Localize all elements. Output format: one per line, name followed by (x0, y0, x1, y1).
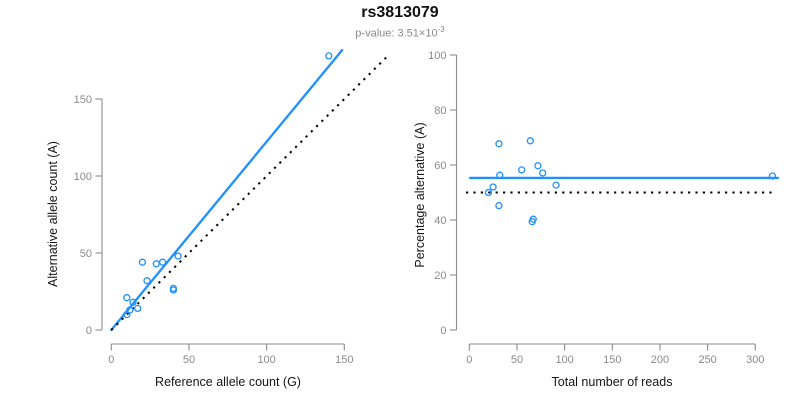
y-tick-label: 80 (434, 105, 446, 117)
y-tick-label: 40 (434, 215, 446, 227)
x-tick-label: 150 (335, 354, 353, 366)
y-tick-label: 100 (428, 50, 446, 62)
x-tick-label: 200 (651, 354, 669, 366)
left-x-axis-title: Reference allele count (G) (155, 375, 301, 389)
regression-line (110, 48, 344, 332)
data-point (495, 140, 503, 148)
left-y-axis-title: Alternative allele count (A) (46, 141, 60, 287)
data-point (129, 298, 137, 306)
p-value-exponent: -3 (437, 25, 445, 34)
right-plot-generated: 0 50 100 150 200 250 300 0 20 40 60 80 100 (428, 50, 780, 366)
y-tick-label: 0 (440, 325, 446, 337)
x-tick-label: 50 (511, 354, 523, 366)
right-y-axis-title: Percentage alternative (A) (413, 122, 427, 267)
y-tick-label: 50 (80, 248, 92, 260)
y-tick-label: 0 (86, 325, 92, 337)
right-plot-percentage-vs-reads: 0 50 100 150 200 250 300 0 20 40 60 80 100 Total num… (413, 50, 780, 389)
data-point (484, 188, 493, 197)
p-value-base: 3.51×10 (397, 27, 438, 40)
figure-title: rs3813079 (361, 4, 439, 21)
right-x-axis-title: Total number of reads (552, 375, 673, 389)
left-plot-allele-counts: 0 50 100 150 0 50 100 150 Reference allele coun… (46, 48, 388, 389)
data-point (534, 162, 542, 170)
data-point (768, 172, 777, 180)
data-point (518, 166, 526, 174)
y-tick-label: 60 (434, 160, 446, 172)
data-point (174, 252, 182, 260)
x-tick-label: 50 (183, 354, 195, 366)
x-tick-label: 0 (466, 354, 472, 366)
data-point (138, 258, 147, 266)
data-point (496, 171, 504, 179)
data-point (539, 169, 547, 177)
figure-subtitle: p-value: 3.51×10-3 (0, 25, 800, 40)
data-point (528, 218, 536, 226)
data-point (158, 258, 167, 266)
data-point (152, 260, 160, 268)
y-tick-label: 100 (74, 171, 92, 183)
data-point (552, 181, 560, 189)
data-point (526, 137, 534, 145)
y-tick-label: 150 (74, 94, 92, 106)
left-plot-generated: 0 50 100 150 0 50 100 150 (74, 48, 388, 366)
y-tick-label: 20 (434, 270, 446, 282)
x-tick-label: 250 (698, 354, 716, 366)
data-point (489, 183, 497, 191)
identity-line (110, 55, 388, 331)
data-point (325, 52, 333, 60)
data-point (134, 304, 142, 313)
p-value-label: p-value: (355, 27, 398, 40)
data-point (143, 277, 151, 285)
x-tick-label: 100 (555, 354, 573, 366)
x-tick-label: 300 (746, 354, 764, 366)
x-tick-label: 100 (257, 354, 275, 366)
x-tick-label: 0 (108, 354, 114, 366)
data-point (123, 310, 131, 319)
data-point (495, 202, 503, 210)
x-tick-label: 150 (603, 354, 621, 366)
data-point (123, 294, 131, 302)
data-point (169, 286, 178, 294)
